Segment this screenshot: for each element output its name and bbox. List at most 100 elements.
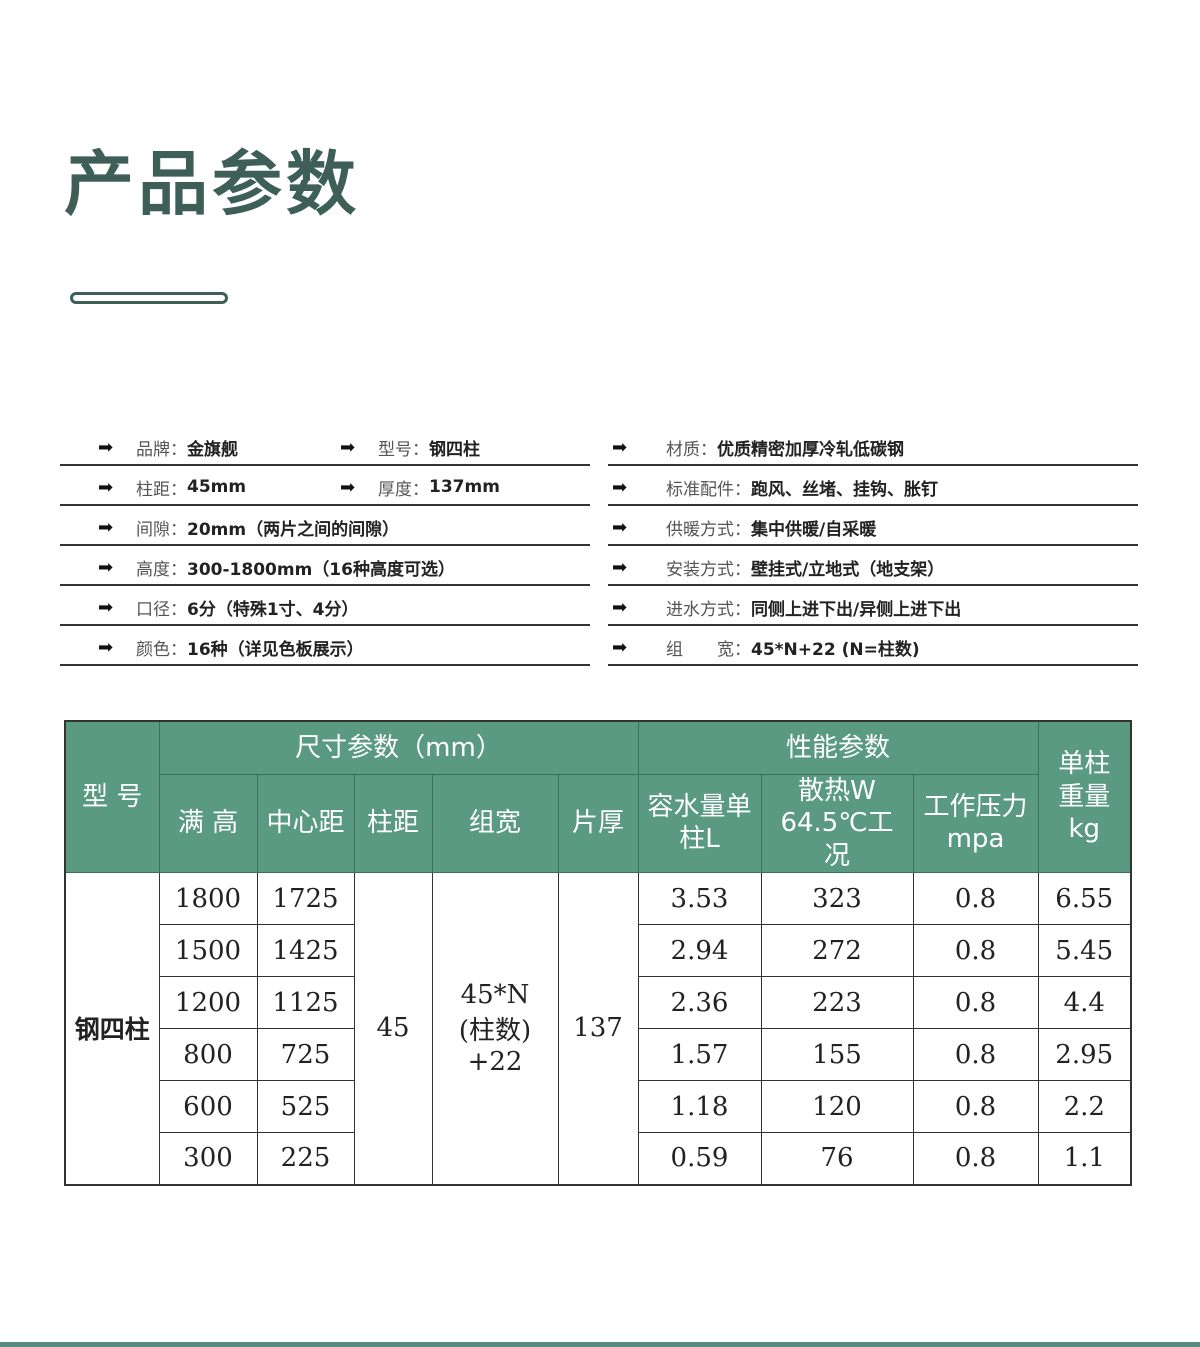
- water-capacity-cell: 3.53: [637, 872, 762, 925]
- water-capacity-cell: 0.59: [637, 1132, 762, 1185]
- height-cell: 1200: [158, 976, 258, 1029]
- heat-output-cell: 323: [760, 872, 914, 925]
- height-cell: 1800: [158, 872, 258, 925]
- pitch-cell: 45: [353, 872, 433, 1185]
- header-size-col: 中心距: [256, 773, 355, 873]
- spec-label: 柱距：: [136, 479, 187, 500]
- spec-label: 供暖方式：: [666, 519, 751, 540]
- header-size-col: 柱距: [353, 773, 433, 873]
- spec-row-right: ➡ 材质： 优质精密加厚冷轧低碳钢: [608, 430, 1138, 466]
- header-perf-col: 工作压力mpa: [912, 773, 1039, 873]
- pressure-cell: 0.8: [912, 1028, 1039, 1081]
- header-size-col: 满 高: [158, 773, 258, 873]
- spec-value: 20mm（两片之间的间隙）: [187, 519, 400, 540]
- spec-row-right: ➡ 组 宽： 45*N+22 (N=柱数): [608, 630, 1138, 666]
- spec-row-left: ➡ 间隙： 20mm（两片之间的间隙）: [60, 510, 590, 546]
- height-cell: 800: [158, 1028, 258, 1081]
- header-size-group: 尺寸参数（mm）: [158, 720, 639, 775]
- water-capacity-cell: 1.57: [637, 1028, 762, 1081]
- height-cell: 1500: [158, 924, 258, 977]
- spec-value: 45mm: [187, 477, 247, 497]
- spec-label: 型号：: [378, 439, 429, 460]
- heat-output-cell: 155: [760, 1028, 914, 1081]
- pressure-cell: 0.8: [912, 872, 1039, 925]
- heat-output-cell: 272: [760, 924, 914, 977]
- spec-row-right: ➡ 进水方式： 同侧上进下出/异侧上进下出: [608, 590, 1138, 626]
- heat-output-cell: 120: [760, 1080, 914, 1133]
- spec-value: 壁挂式/立地式（地支架）: [751, 559, 945, 580]
- center-distance-cell: 1425: [256, 924, 355, 977]
- spec-row-left: ➡ 颜色： 16种（详见色板展示）: [60, 630, 590, 666]
- spec-value: 同侧上进下出/异侧上进下出: [751, 599, 962, 620]
- spec-label: 组 宽：: [666, 639, 751, 660]
- arrow-right-icon: ➡: [340, 436, 356, 458]
- spec-label: 口径：: [136, 599, 187, 620]
- header-perf-col: 散热W 64.5℃工况: [760, 773, 914, 873]
- header-weight: 单柱重量kg: [1037, 720, 1132, 873]
- spec-row-left: ➡ 高度： 300-1800mm（16种高度可选）: [60, 550, 590, 586]
- table-row: 1500 1425 2.94 272 0.8 5.45: [65, 924, 1132, 977]
- water-capacity-cell: 2.36: [637, 976, 762, 1029]
- spec-value: 集中供暖/自采暖: [751, 519, 877, 540]
- spec-value: 16种（详见色板展示）: [187, 639, 364, 660]
- header-size-col: 片厚: [557, 773, 639, 873]
- arrow-right-icon: ➡: [98, 556, 114, 578]
- spec-label: 厚度：: [378, 479, 429, 500]
- spec-row-right: ➡ 供暖方式： 集中供暖/自采暖: [608, 510, 1138, 546]
- weight-cell: 2.2: [1037, 1080, 1132, 1133]
- weight-cell: 4.4: [1037, 976, 1132, 1029]
- spec-row-left: ➡ 品牌： 金旗舰 ➡ 型号： 钢四柱: [60, 430, 590, 466]
- bottom-divider: [0, 1342, 1200, 1347]
- header-perf-group: 性能参数: [637, 720, 1039, 775]
- arrow-right-icon: ➡: [612, 596, 628, 618]
- pressure-cell: 0.8: [912, 924, 1039, 977]
- weight-cell: 1.1: [1037, 1132, 1132, 1185]
- spec-label: 标准配件：: [666, 479, 751, 500]
- arrow-right-icon: ➡: [612, 556, 628, 578]
- spec-row-left: ➡ 柱距： 45mm ➡ 厚度： 137mm: [60, 470, 590, 506]
- arrow-right-icon: ➡: [98, 516, 114, 538]
- pressure-cell: 0.8: [912, 976, 1039, 1029]
- spec-value: 金旗舰: [187, 439, 238, 460]
- thickness-cell: 137: [557, 872, 639, 1185]
- page-title: 产品参数: [64, 143, 360, 225]
- spec-table: 型 号 尺寸参数（mm） 性能参数 单柱重量kg 满 高中心距 柱距 组宽 片厚 容水量…: [64, 720, 1132, 1186]
- spec-value: 钢四柱: [429, 439, 480, 460]
- arrow-right-icon: ➡: [612, 476, 628, 498]
- height-cell: 300: [158, 1132, 258, 1185]
- spec-label: 材质：: [666, 439, 717, 460]
- center-distance-cell: 1125: [256, 976, 355, 1029]
- spec-label: 品牌：: [136, 439, 187, 460]
- spec-label: 进水方式：: [666, 599, 751, 620]
- water-capacity-cell: 1.18: [637, 1080, 762, 1133]
- spec-label: 安装方式：: [666, 559, 751, 580]
- center-distance-cell: 725: [256, 1028, 355, 1081]
- header-size-col: 组宽: [431, 773, 559, 873]
- spec-label: 间隙：: [136, 519, 187, 540]
- center-distance-cell: 225: [256, 1132, 355, 1185]
- arrow-right-icon: ➡: [612, 516, 628, 538]
- spec-value: 优质精密加厚冷轧低碳钢: [717, 439, 904, 460]
- table-row: 300 225 0.59 76 0.8 1.1: [65, 1132, 1132, 1185]
- arrow-right-icon: ➡: [98, 476, 114, 498]
- table-row: 钢四柱 1800 1725 45 45*N (柱数) +22 137 3.53 323 0.8 6…: [64, 872, 1132, 1185]
- spec-row-left: ➡ 口径： 6分（特殊1寸、4分）: [60, 590, 590, 626]
- header-perf-col: 容水量单柱L: [637, 773, 762, 873]
- heat-output-cell: 223: [760, 976, 914, 1029]
- header-model: 型 号: [64, 720, 160, 873]
- height-cell: 600: [158, 1080, 258, 1133]
- spec-value: 300-1800mm（16种高度可选）: [187, 559, 455, 580]
- arrow-right-icon: ➡: [98, 436, 114, 458]
- spec-value: 137mm: [429, 477, 500, 497]
- heat-output-cell: 76: [760, 1132, 914, 1185]
- weight-cell: 5.45: [1037, 924, 1132, 977]
- spec-value: 6分（特殊1寸、4分）: [187, 599, 359, 620]
- arrow-right-icon: ➡: [612, 436, 628, 458]
- table-row: 600 525 1.18 120 0.8 2.2: [65, 1080, 1132, 1133]
- spec-row-right: ➡ 安装方式： 壁挂式/立地式（地支架）: [608, 550, 1138, 586]
- group-width-cell: 45*N (柱数) +22: [431, 872, 559, 1185]
- spec-value: 45*N+22 (N=柱数): [751, 639, 920, 660]
- title-underline: [70, 292, 228, 304]
- spec-label: 颜色：: [136, 639, 187, 660]
- water-capacity-cell: 2.94: [637, 924, 762, 977]
